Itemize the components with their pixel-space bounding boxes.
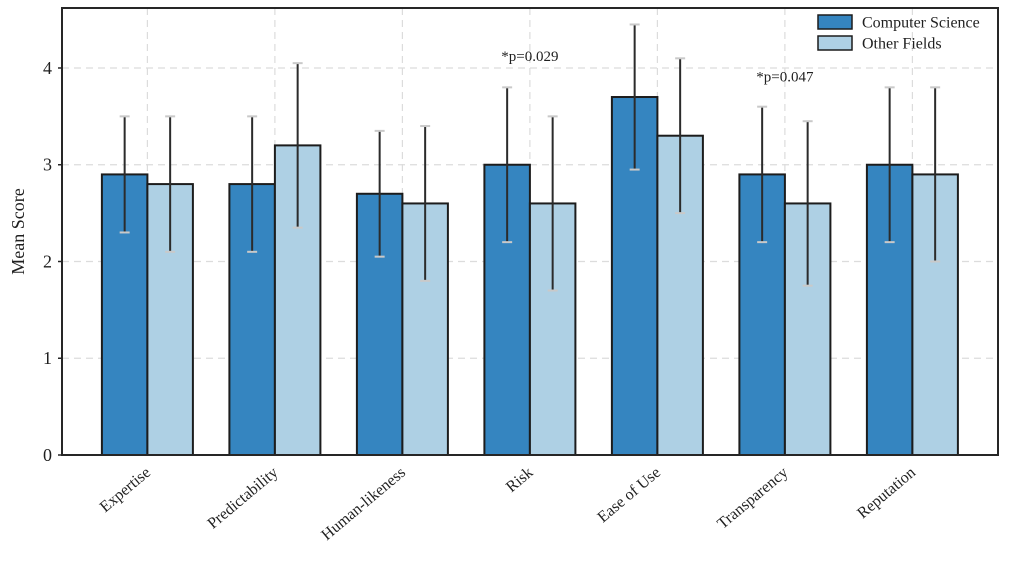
y-axis-label: Mean Score [8, 188, 28, 274]
ytick-label-3: 3 [43, 155, 52, 175]
ytick-label-1: 1 [43, 348, 52, 368]
legend-label-computer-science: Computer Science [862, 15, 980, 32]
ytick-label-2: 2 [43, 251, 52, 271]
xtick-label-predictability: Predictability [205, 464, 282, 532]
legend-swatch-computer-science [817, 14, 853, 30]
annotation-transparency: *p=0.047 [756, 70, 814, 86]
plot-frame [61, 7, 999, 456]
ytick-label-4: 4 [43, 58, 52, 78]
legend-swatch-other-fields [817, 35, 853, 51]
ytick-label-0: 0 [43, 445, 52, 465]
xtick-label-human-likeness: Human-likeness [318, 464, 409, 544]
xtick-label-ease-of-use: Ease of Use [595, 464, 664, 526]
annotation-risk: *p=0.029 [501, 49, 558, 65]
legend-label-other-fields: Other Fields [862, 36, 942, 53]
xtick-label-transparency: Transparency [714, 464, 791, 533]
xtick-label-expertise: Expertise [97, 464, 154, 516]
xtick-label-reputation: Reputation [854, 464, 919, 522]
bar-other-fields-human-likeness [401, 202, 449, 456]
xtick-label-risk: Risk [503, 464, 536, 496]
